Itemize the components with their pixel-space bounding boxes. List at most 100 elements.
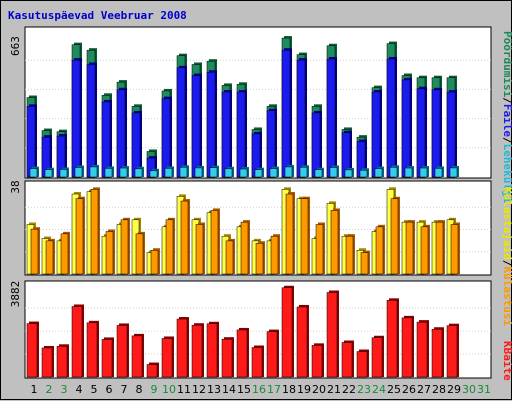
bar-faile-26 xyxy=(404,166,414,178)
bar-kbaite-13 xyxy=(206,321,219,378)
x-tick-18: 18 xyxy=(282,383,296,396)
bar-faile-12-face xyxy=(194,167,203,178)
ytick-bytes: 3882 xyxy=(9,281,22,308)
x-tick-15: 15 xyxy=(237,383,251,396)
bar-kulastajaid-27 xyxy=(420,224,430,275)
bar-kbaite-25-face xyxy=(386,300,398,378)
bar-lehekulgi-15 xyxy=(236,90,247,178)
bar-kbaite-3 xyxy=(56,344,69,378)
bar-kbaite-5 xyxy=(86,320,99,378)
bar-lehekulgi-19 xyxy=(296,58,307,178)
bar-kbaite-27-face xyxy=(416,321,428,378)
bar-lehekulgi-29-face xyxy=(446,91,456,178)
bar-kbaite-22 xyxy=(341,340,354,378)
bar-faile-14 xyxy=(224,166,234,178)
x-tick-13: 13 xyxy=(207,383,221,396)
bar-lehekulgi-6-face xyxy=(101,101,111,178)
bar-kulastajaid-15 xyxy=(240,220,250,275)
bar-faile-4-face xyxy=(74,167,83,178)
bar-lehekulgi-4-face xyxy=(71,59,81,178)
bar-kbaite-4-face xyxy=(71,306,83,378)
bar-kulastajaid-21 xyxy=(330,208,340,275)
bar-lehekulgi-14 xyxy=(221,90,232,178)
bar-faile-12 xyxy=(194,165,204,178)
bar-kbaite-16-face xyxy=(251,347,263,378)
bar-lehekulgi-19-face xyxy=(296,59,306,178)
bar-faile-6-face xyxy=(104,168,113,178)
bar-lehekulgi-18 xyxy=(281,48,292,178)
bar-kbaite-4 xyxy=(71,304,84,378)
bar-lehekulgi-13 xyxy=(206,70,217,178)
bar-kbaite-29 xyxy=(446,323,459,378)
bar-kulastajaid-11-face xyxy=(180,200,189,275)
bar-kulastajaid-19 xyxy=(300,196,310,275)
bar-faile-11 xyxy=(179,165,189,178)
bar-lehekulgi-28 xyxy=(431,87,442,178)
bar-kulastajaid-10-face xyxy=(165,219,174,275)
bar-lehekulgi-11-face xyxy=(176,67,186,178)
x-tick-10: 10 xyxy=(162,383,176,396)
bar-lehekulgi-12-face xyxy=(191,75,201,178)
bar-faile-23-face xyxy=(359,169,368,178)
bar-faile-17 xyxy=(269,166,279,178)
bar-kulastajaid-18 xyxy=(285,192,295,275)
bar-kulastajaid-28-face xyxy=(435,221,444,275)
x-tick-31: 31 xyxy=(477,383,491,396)
bar-kulastajaid-10 xyxy=(165,217,175,275)
bar-faile-16 xyxy=(254,167,264,178)
bar-faile-17-face xyxy=(269,168,278,178)
bar-faile-13-face xyxy=(209,167,218,178)
bar-kulastajaid-26-face xyxy=(405,221,414,275)
bar-kulastajaid-17 xyxy=(270,234,280,275)
bar-faile-25-face xyxy=(389,167,398,178)
bar-kulastajaid-27-face xyxy=(420,226,429,275)
bar-faile-18-face xyxy=(284,166,293,178)
bar-faile-27 xyxy=(419,166,429,178)
bar-faile-18 xyxy=(284,164,294,178)
bar-lehekulgi-24-face xyxy=(371,91,381,178)
bar-kulastajaid-21-face xyxy=(330,210,339,275)
bar-faile-28-face xyxy=(434,168,443,178)
bar-kulastajaid-25 xyxy=(390,196,400,275)
bar-faile-21 xyxy=(329,165,339,178)
x-tick-11: 11 xyxy=(177,383,191,396)
bar-kulastajaid-13-face xyxy=(210,210,219,275)
x-tick-16: 16 xyxy=(252,383,266,396)
bar-faile-15-face xyxy=(239,168,248,178)
x-tick-labels: 1 2 3 4 5 6 7 8 9 10 11 12 13 14 15 16 17 18 19 20 21 22 23 24 2… xyxy=(31,383,492,396)
legend-bytes: KBaite xyxy=(501,341,512,381)
bar-kulastajaid-5-face xyxy=(90,189,99,275)
x-tick-14: 14 xyxy=(222,383,236,396)
bar-kbaite-29-face xyxy=(446,325,458,378)
bar-faile-9 xyxy=(149,168,159,178)
x-tick-7: 7 xyxy=(121,383,128,396)
chart-title: Kasutuspäevad Veebruar 2008 xyxy=(8,9,187,22)
legend-lehekulgi: Lehekülgi xyxy=(501,144,512,204)
bar-kulastajaid-23 xyxy=(360,250,370,275)
bar-kbaite-22-face xyxy=(341,342,353,378)
x-tick-6: 6 xyxy=(106,383,113,396)
bar-kbaite-20-face xyxy=(311,345,323,378)
bar-marks xyxy=(26,36,460,378)
bar-kulastajaid-29 xyxy=(450,222,460,275)
bar-kulastajaid-26 xyxy=(405,220,415,275)
bar-kbaite-15 xyxy=(236,327,249,378)
bar-kulastajaid-2 xyxy=(45,238,55,275)
bar-lehekulgi-25-face xyxy=(386,58,396,178)
bar-kbaite-24 xyxy=(371,335,384,378)
bar-faile-19-face xyxy=(299,167,308,178)
bar-kulastajaid-17-face xyxy=(270,235,279,275)
bar-kulastajaid-8-face xyxy=(135,233,144,275)
bar-kbaite-12 xyxy=(191,323,204,378)
bar-kulastajaid-29-face xyxy=(450,224,459,275)
bar-kulastajaid-4 xyxy=(75,196,85,275)
bar-lehekulgi-27-face xyxy=(416,88,426,178)
bar-kbaite-7-face xyxy=(116,325,128,378)
bar-faile-2 xyxy=(44,167,54,178)
bar-kbaite-10 xyxy=(161,336,174,378)
bar-kbaite-11 xyxy=(176,317,189,378)
legend-sep-1: / xyxy=(501,97,512,104)
x-tick-8: 8 xyxy=(136,383,143,396)
bar-lehekulgi-6 xyxy=(101,99,112,178)
x-tick-21: 21 xyxy=(327,383,341,396)
